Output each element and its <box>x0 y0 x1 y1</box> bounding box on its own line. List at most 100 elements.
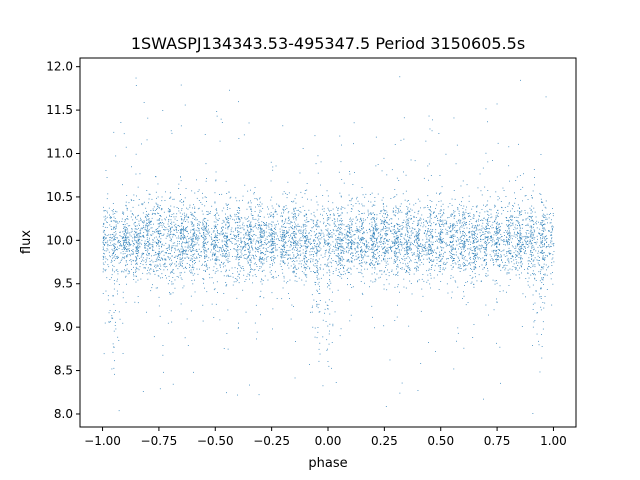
data-point <box>446 220 448 222</box>
data-point <box>411 232 413 234</box>
data-point <box>149 222 150 224</box>
data-point <box>165 258 167 260</box>
data-point <box>105 170 107 171</box>
data-point <box>396 177 398 179</box>
data-point <box>443 253 444 255</box>
data-point <box>351 245 353 247</box>
data-point <box>528 260 530 261</box>
data-point <box>542 256 544 258</box>
data-point <box>361 220 362 222</box>
data-point <box>340 214 342 216</box>
data-point <box>157 275 159 277</box>
data-point <box>220 247 222 249</box>
data-point <box>410 217 412 219</box>
data-point <box>203 232 205 234</box>
data-point <box>278 239 279 241</box>
data-point <box>374 264 376 266</box>
data-point <box>131 230 133 232</box>
data-point <box>271 259 273 261</box>
data-point <box>508 261 510 262</box>
data-point <box>137 238 139 240</box>
data-point <box>532 413 534 414</box>
data-point <box>452 247 454 249</box>
data-point <box>405 224 407 226</box>
data-point <box>305 275 307 277</box>
data-point <box>455 225 456 227</box>
data-point <box>194 235 195 237</box>
data-point <box>519 227 521 229</box>
data-point <box>235 229 236 231</box>
data-point <box>363 231 365 233</box>
data-point <box>186 242 188 244</box>
data-point <box>377 164 379 165</box>
data-point <box>212 231 214 233</box>
data-point <box>517 232 519 234</box>
data-point <box>362 256 364 258</box>
data-point <box>380 239 382 241</box>
data-point <box>351 240 353 241</box>
data-point <box>230 249 231 250</box>
data-point <box>160 257 162 259</box>
data-point <box>288 227 290 229</box>
data-point <box>225 203 227 205</box>
data-point <box>529 218 530 220</box>
data-point <box>475 226 477 228</box>
data-point <box>435 241 436 242</box>
data-point <box>242 227 244 229</box>
data-point <box>507 211 509 212</box>
data-point <box>498 223 500 224</box>
data-point <box>259 197 261 199</box>
data-point <box>234 256 236 257</box>
data-point <box>253 263 255 265</box>
data-point <box>230 233 232 235</box>
data-point <box>328 256 330 258</box>
data-point <box>508 247 510 249</box>
data-point <box>377 260 379 262</box>
data-point <box>376 228 378 230</box>
data-point <box>267 247 269 248</box>
data-point <box>252 249 254 251</box>
data-point <box>141 239 143 241</box>
data-point <box>264 240 266 241</box>
data-point <box>418 244 420 246</box>
data-point <box>475 238 476 240</box>
data-point <box>106 237 107 239</box>
data-point <box>514 231 515 233</box>
data-point <box>335 243 337 245</box>
data-point <box>307 241 309 242</box>
data-point <box>106 248 108 250</box>
data-point <box>259 268 261 269</box>
data-point <box>106 277 108 279</box>
data-point <box>126 246 128 248</box>
data-point <box>541 201 543 203</box>
data-point <box>349 173 351 175</box>
data-point <box>318 293 320 294</box>
data-point <box>286 231 288 233</box>
data-point <box>312 258 314 260</box>
data-point <box>327 200 329 202</box>
data-point <box>496 246 498 248</box>
data-point <box>260 281 262 283</box>
data-point <box>201 203 203 205</box>
data-point <box>507 234 509 235</box>
data-point <box>474 242 476 243</box>
data-point <box>232 218 234 220</box>
data-point <box>364 249 366 251</box>
data-point <box>260 205 262 207</box>
data-point <box>429 221 431 223</box>
data-point <box>226 242 227 243</box>
data-point <box>405 272 407 273</box>
data-point <box>284 262 286 264</box>
data-point <box>129 244 131 246</box>
data-point <box>398 218 399 220</box>
data-point <box>293 272 295 274</box>
data-point <box>129 242 130 244</box>
data-point <box>480 220 481 221</box>
data-point <box>371 244 373 245</box>
data-point <box>383 271 385 273</box>
data-point <box>254 269 256 270</box>
data-point <box>152 230 154 232</box>
data-point <box>527 272 528 274</box>
data-point <box>545 96 547 98</box>
data-point <box>486 227 488 229</box>
